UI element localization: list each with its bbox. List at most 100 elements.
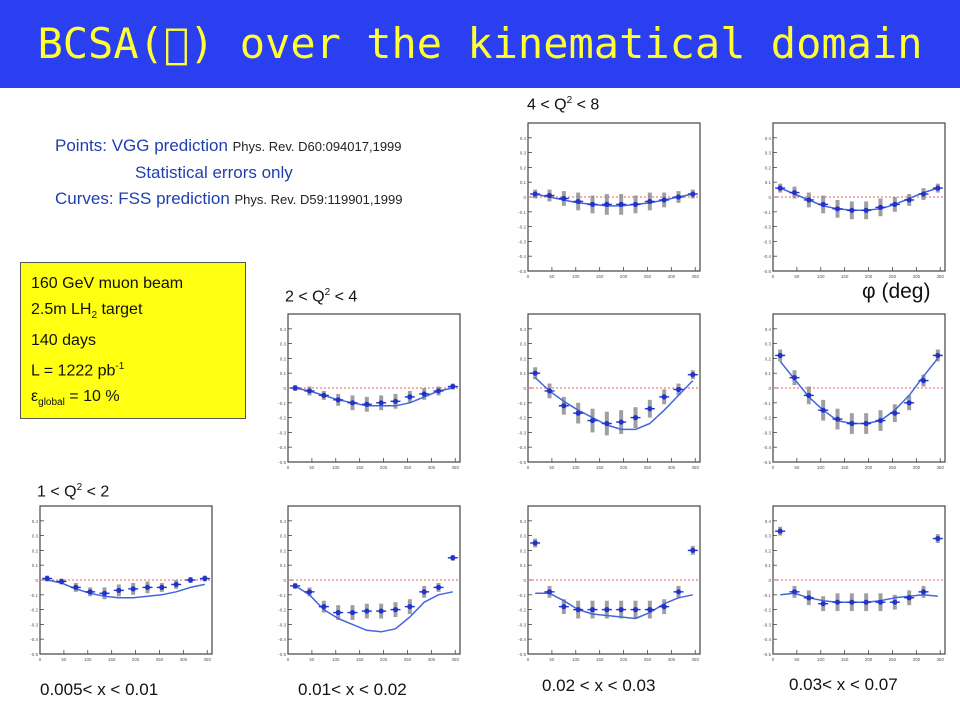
data-point: [906, 595, 912, 601]
asymmetry-panel-x4-q2: 0.40.30.20.10-0.1-0.2-0.3-0.4-0.50 50 100 1…: [763, 313, 946, 470]
x-tick-label: 0: [527, 657, 530, 662]
fss-curve: [535, 592, 693, 620]
x-tick-label: 0: [772, 274, 775, 279]
data-point: [920, 589, 927, 595]
curves-reference: Phys. Rev. D59:119901,1999: [234, 192, 403, 207]
y-tick-label: 0: [283, 578, 286, 583]
data-point: [863, 599, 869, 605]
data-point: [561, 604, 567, 610]
x-tick-label: 150: [841, 465, 849, 470]
data-point: [58, 578, 65, 585]
row-label-sup: 2: [324, 287, 331, 298]
x-tick-label: 50: [549, 465, 555, 470]
x-tick-label: 250: [889, 465, 897, 470]
stat-errors-note: Statistical errors only: [135, 163, 293, 182]
y-tick-label: 0.3: [280, 534, 287, 539]
y-tick-label: -0.2: [518, 225, 526, 230]
x-tick-label: 150: [841, 274, 849, 279]
x-tick-label: 350: [691, 657, 699, 662]
column-label-x1: 0.005< x < 0.01: [40, 680, 159, 699]
data-point: [777, 528, 783, 534]
x-tick-label: 150: [596, 274, 604, 279]
data-point: [791, 375, 798, 381]
x-tick-label: 350: [936, 465, 944, 470]
y-tick-label: 0.4: [520, 136, 527, 141]
data-point: [849, 599, 855, 605]
x-tick-label: 50: [309, 657, 315, 662]
y-tick-label: -0.3: [518, 622, 526, 627]
y-tick-label: 0.3: [520, 151, 527, 156]
x-tick-label: 150: [356, 657, 364, 662]
y-tick-label: -0.3: [763, 622, 771, 627]
row-label-q2-4-8: 4 < Q2 < 8: [527, 95, 599, 114]
x-tick-label: 200: [380, 657, 388, 662]
data-point: [364, 401, 370, 407]
x-tick-label: 0: [527, 274, 530, 279]
data-point: [647, 607, 653, 613]
y-tick-label: -0.5: [518, 652, 526, 657]
data-point: [292, 385, 298, 391]
x-tick-label: 200: [865, 465, 873, 470]
y-tick-label: -0.1: [763, 210, 771, 215]
data-point: [378, 400, 384, 406]
data-point: [392, 398, 399, 404]
data-point: [849, 207, 855, 213]
data-point: [661, 197, 667, 203]
data-point: [920, 191, 927, 197]
data-point: [820, 601, 826, 607]
data-point: [130, 586, 136, 592]
y-tick-label: 0.2: [765, 165, 772, 170]
data-point: [364, 608, 370, 614]
data-point: [321, 604, 327, 610]
y-tick-label: -0.1: [763, 401, 771, 406]
data-point: [632, 201, 639, 207]
y-tick-label: -0.5: [518, 269, 526, 274]
x-tick-label: 150: [356, 465, 364, 470]
row-label-q2-2-4: 2 < Q2 < 4: [285, 287, 357, 306]
data-point: [87, 589, 93, 595]
x-tick-label: 350: [691, 274, 699, 279]
y-tick-label: -0.4: [278, 445, 286, 450]
x-tick-label: 150: [841, 657, 849, 662]
y-tick-label: -0.2: [518, 608, 526, 613]
data-point: [421, 589, 427, 595]
data-point: [604, 607, 610, 613]
y-tick-label: -0.3: [763, 430, 771, 435]
data-point: [589, 607, 596, 613]
y-tick-label: -0.2: [518, 416, 526, 421]
x-tick-label: 50: [309, 465, 315, 470]
y-tick-label: -0.2: [763, 225, 771, 230]
data-point: [561, 195, 567, 202]
data-point: [690, 191, 696, 197]
y-tick-label: -0.2: [278, 608, 286, 613]
data-point: [392, 607, 399, 613]
column-label-x2: 0.01< x < 0.02: [298, 680, 407, 699]
row-label-q2-1-2: 1 < Q2 < 2: [37, 482, 109, 501]
data-point: [546, 192, 553, 199]
x-tick-label: 50: [794, 657, 800, 662]
asymmetry-panel-x2-q1: 0.40.30.20.10-0.1-0.2-0.3-0.4-0.50 50 100 1…: [278, 505, 461, 662]
y-tick-label: 0.1: [520, 563, 527, 568]
data-point: [421, 391, 427, 397]
data-point: [892, 201, 898, 207]
x-tick-label: 100: [84, 657, 92, 662]
row-label-sup: 2: [76, 482, 83, 493]
data-point: [777, 185, 783, 191]
y-tick-label: -0.4: [278, 637, 286, 642]
y-tick-label: 0: [523, 195, 526, 200]
data-point: [935, 535, 941, 542]
x-tick-label: 0: [287, 657, 290, 662]
target-line: 2.5m LH2 target: [31, 297, 245, 329]
y-tick-label: 0.2: [280, 548, 287, 553]
data-point: [589, 417, 596, 424]
x-tick-label: 100: [817, 274, 825, 279]
data-point: [349, 400, 356, 406]
x-tick-label: 100: [817, 657, 825, 662]
x-tick-label: 50: [549, 657, 555, 662]
data-point: [806, 595, 812, 601]
data-point: [532, 191, 538, 197]
data-point: [349, 609, 356, 616]
data-point: [335, 397, 341, 403]
data-point: [877, 204, 884, 210]
data-point: [335, 609, 341, 616]
